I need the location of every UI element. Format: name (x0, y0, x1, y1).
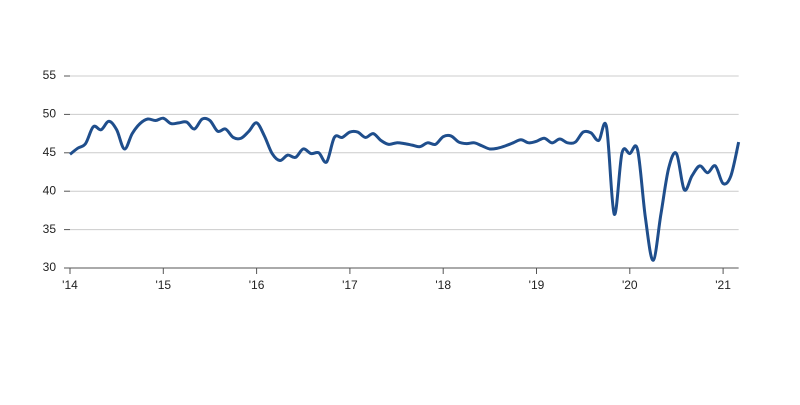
y-tick-label: 50 (43, 107, 57, 121)
x-tick-label: '15 (155, 278, 171, 292)
data-line (69, 116, 741, 262)
x-tick-label: '18 (435, 278, 451, 292)
x-tick-label: '17 (342, 278, 358, 292)
x-tick-label: '16 (249, 278, 265, 292)
y-tick-label: 45 (43, 145, 57, 159)
y-tick-label: 55 (43, 68, 57, 82)
x-tick-label: '20 (622, 278, 638, 292)
x-tick-label: '21 (715, 278, 731, 292)
y-tick-label: 35 (43, 222, 57, 236)
x-tick-label: '14 (62, 278, 78, 292)
y-tick-label: 30 (43, 260, 57, 274)
y-tick-label: 40 (43, 183, 57, 197)
x-tick-label: '19 (529, 278, 545, 292)
